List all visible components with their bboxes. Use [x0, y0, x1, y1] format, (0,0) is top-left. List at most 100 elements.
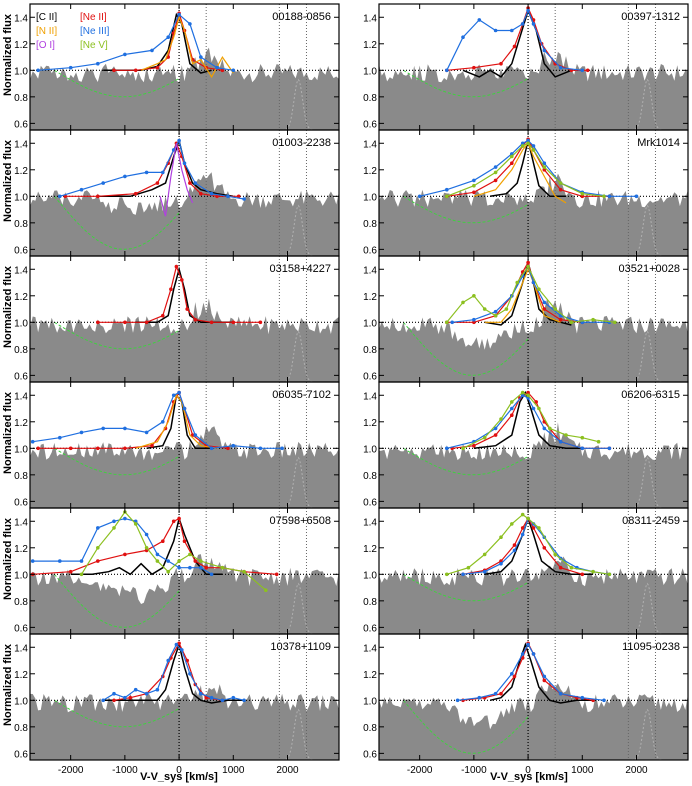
data-point — [199, 191, 203, 196]
data-point — [602, 698, 606, 703]
data-point — [493, 691, 498, 696]
data-point — [226, 446, 230, 451]
series-line — [140, 15, 234, 79]
data-point — [482, 307, 487, 311]
continuum-area — [379, 51, 688, 130]
data-point — [512, 44, 517, 49]
data-point — [580, 435, 585, 440]
data-point — [188, 672, 192, 676]
y-tick-label: 1.4 — [14, 13, 28, 24]
data-point — [569, 320, 574, 325]
x-axis-label: V-V_sys [km/s] — [140, 771, 218, 783]
data-point — [558, 317, 563, 322]
y-tick-label: 1.4 — [14, 139, 28, 150]
panel-01003-2238: 0.6 0.8 1.0 1.2 1.4 01003-2238 — [14, 129, 340, 257]
data-point — [193, 317, 198, 322]
data-point — [602, 194, 606, 199]
y-tick-label: 1.4 — [363, 13, 377, 24]
data-point — [242, 197, 246, 201]
data-point — [472, 317, 476, 322]
x-tick-label: -1000 — [461, 765, 487, 776]
data-point — [445, 68, 449, 73]
y-axis-label: Normalized flux — [2, 391, 14, 474]
data-point — [177, 390, 181, 395]
y-tick-label: 0.8 — [14, 219, 28, 230]
data-point — [445, 194, 449, 199]
data-point — [493, 433, 498, 437]
continuum-area — [379, 422, 688, 508]
data-point — [493, 426, 498, 431]
data-point — [155, 559, 160, 563]
y-tick-label: 0.6 — [14, 371, 28, 382]
data-point — [166, 35, 170, 39]
data-point — [177, 641, 181, 646]
data-point — [520, 390, 525, 395]
panel-03521+0028: 0.6 0.8 1.0 1.2 1.4 03521+0028 — [363, 255, 689, 383]
series-line — [113, 641, 223, 701]
y-tick-label: 1.0 — [363, 570, 377, 581]
data-point — [580, 68, 585, 73]
series-line — [114, 11, 223, 71]
data-point — [531, 148, 536, 152]
data-point — [161, 539, 165, 543]
data-point — [512, 548, 517, 553]
data-point — [185, 307, 189, 311]
data-point — [510, 672, 514, 676]
panel-Mrk1014: 0.6 0.8 1.0 1.2 1.4 Mrk1014 — [363, 129, 689, 257]
y-axis-label: Normalized flux — [2, 13, 14, 96]
data-point — [520, 526, 525, 530]
data-point — [161, 170, 165, 175]
x-axis-label: V-V_sys [km/s] — [490, 771, 568, 783]
data-point — [526, 390, 530, 395]
series-line — [159, 143, 194, 217]
data-point — [161, 420, 165, 424]
data-point — [534, 400, 538, 404]
data-point — [493, 309, 498, 314]
data-point — [264, 588, 268, 592]
y-tick-label: 0.6 — [14, 497, 28, 508]
data-point — [613, 320, 617, 325]
data-point — [123, 446, 127, 451]
data-point — [493, 178, 498, 183]
data-point — [226, 194, 230, 199]
data-point — [180, 648, 184, 652]
y-tick-label: 1.0 — [363, 192, 377, 203]
y-tick-label: 1.4 — [14, 517, 28, 528]
y-tick-label: 0.8 — [363, 723, 377, 734]
data-point — [580, 446, 585, 451]
absorption-model — [54, 699, 180, 728]
series-line — [38, 391, 228, 449]
data-point — [174, 264, 179, 269]
panel-03158+4227: 0.6 0.8 1.0 1.2 1.4 03158+4227 — [14, 255, 340, 383]
series-line — [473, 390, 583, 450]
data-point — [215, 65, 219, 70]
series-line — [446, 261, 583, 323]
y-tick-label: 1.2 — [363, 292, 377, 303]
data-point — [209, 320, 214, 325]
y-tick-label: 1.2 — [363, 670, 377, 681]
data-point — [199, 55, 203, 59]
y-tick-label: 1.2 — [14, 292, 28, 303]
data-point — [548, 426, 552, 431]
panel-title: 03521+0028 — [619, 263, 680, 275]
data-point — [531, 22, 536, 26]
data-point — [177, 138, 181, 143]
data-point — [526, 393, 530, 398]
y-tick-label: 0.6 — [14, 749, 28, 760]
data-point — [204, 565, 208, 570]
data-point — [542, 674, 547, 679]
series-line — [462, 391, 599, 449]
panel-title: 03158+4227 — [270, 263, 331, 275]
data-point — [36, 68, 40, 73]
absorption-model — [54, 69, 180, 98]
data-point — [531, 526, 536, 530]
data-point — [258, 320, 263, 325]
data-point — [512, 543, 517, 547]
data-point — [510, 522, 514, 526]
data-point — [182, 406, 187, 411]
data-point — [30, 559, 35, 563]
data-point — [526, 516, 530, 521]
data-point — [30, 439, 35, 444]
data-point — [607, 194, 612, 199]
x-tick-label: 0 — [176, 765, 182, 776]
